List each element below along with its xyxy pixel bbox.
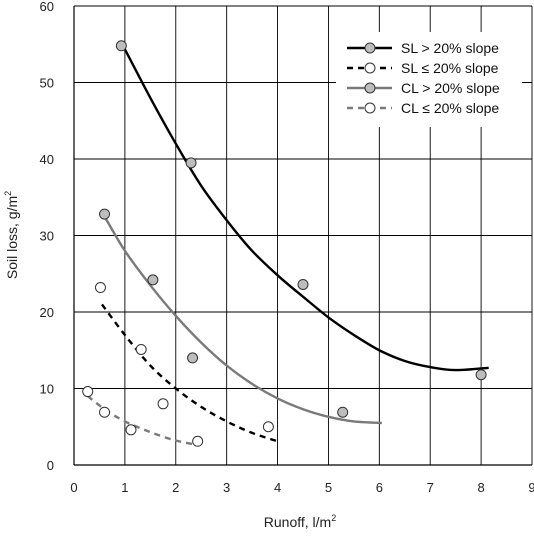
legend-marker: [364, 42, 376, 54]
data-point-series-1: [115, 40, 127, 52]
data-point-series-2: [135, 343, 147, 355]
x-tick-label: 0: [70, 480, 77, 495]
x-tick-label: 2: [172, 480, 179, 495]
data-point-series-4: [192, 435, 204, 447]
legend-label: CL > 20% slope: [401, 80, 500, 96]
x-tick-label: 1: [121, 480, 128, 495]
x-tick-label: 5: [325, 480, 332, 495]
y-tick-label: 20: [40, 305, 54, 320]
data-point-series-3: [187, 352, 199, 364]
data-point-series-4: [99, 406, 111, 418]
x-tick-label: 6: [376, 480, 383, 495]
y-axis-label: Soil loss, g/m2: [3, 191, 20, 279]
y-tick-label: 40: [40, 152, 54, 167]
x-tick-label: 8: [477, 480, 484, 495]
data-point-series-1: [475, 369, 487, 381]
legend-label: SL > 20% slope: [401, 40, 499, 56]
y-tick-label: 0: [47, 458, 54, 473]
x-tick-label: 3: [223, 480, 230, 495]
fit-curve-series-4: [86, 395, 199, 447]
data-point-series-3: [337, 406, 349, 418]
y-tick-label: 30: [40, 229, 54, 244]
legend-label: SL ≤ 20% slope: [401, 60, 499, 76]
x-tick-label: 7: [427, 480, 434, 495]
y-tick-label: 60: [40, 0, 54, 14]
legend-label: CL ≤ 20% slope: [401, 100, 499, 116]
data-point-series-2: [157, 398, 169, 410]
y-tick-label: 50: [40, 76, 54, 91]
data-point-series-2: [262, 421, 274, 433]
x-tick-label: 9: [528, 480, 534, 495]
x-axis-label: Runoff, l/m2: [264, 513, 336, 530]
legend: SL > 20% slope SL ≤ 20% slope CL > 20% slo…: [336, 32, 522, 127]
y-tick-label: 10: [40, 382, 54, 397]
data-point-series-4: [82, 386, 94, 398]
x-tick-label: 4: [274, 480, 281, 495]
fit-curve-series-1: [121, 43, 489, 372]
fit-curve-series-3: [103, 215, 382, 425]
tick-labels: 0 1 2 3 4 5 6 7 8 9 0 10 20 30 40 50 60: [40, 0, 534, 495]
fit-curve-series-2: [101, 303, 281, 444]
data-point-series-3: [99, 208, 111, 220]
grid-lines: [73, 5, 533, 466]
legend-marker: [364, 102, 376, 114]
data-point-series-1: [297, 278, 309, 290]
data-point-series-3: [147, 274, 159, 286]
data-markers: [82, 40, 487, 447]
legend-marker: [364, 62, 376, 74]
data-point-series-1: [185, 157, 197, 169]
legend-marker: [364, 82, 376, 94]
data-point-series-2: [94, 282, 106, 294]
data-point-series-4: [125, 424, 137, 436]
